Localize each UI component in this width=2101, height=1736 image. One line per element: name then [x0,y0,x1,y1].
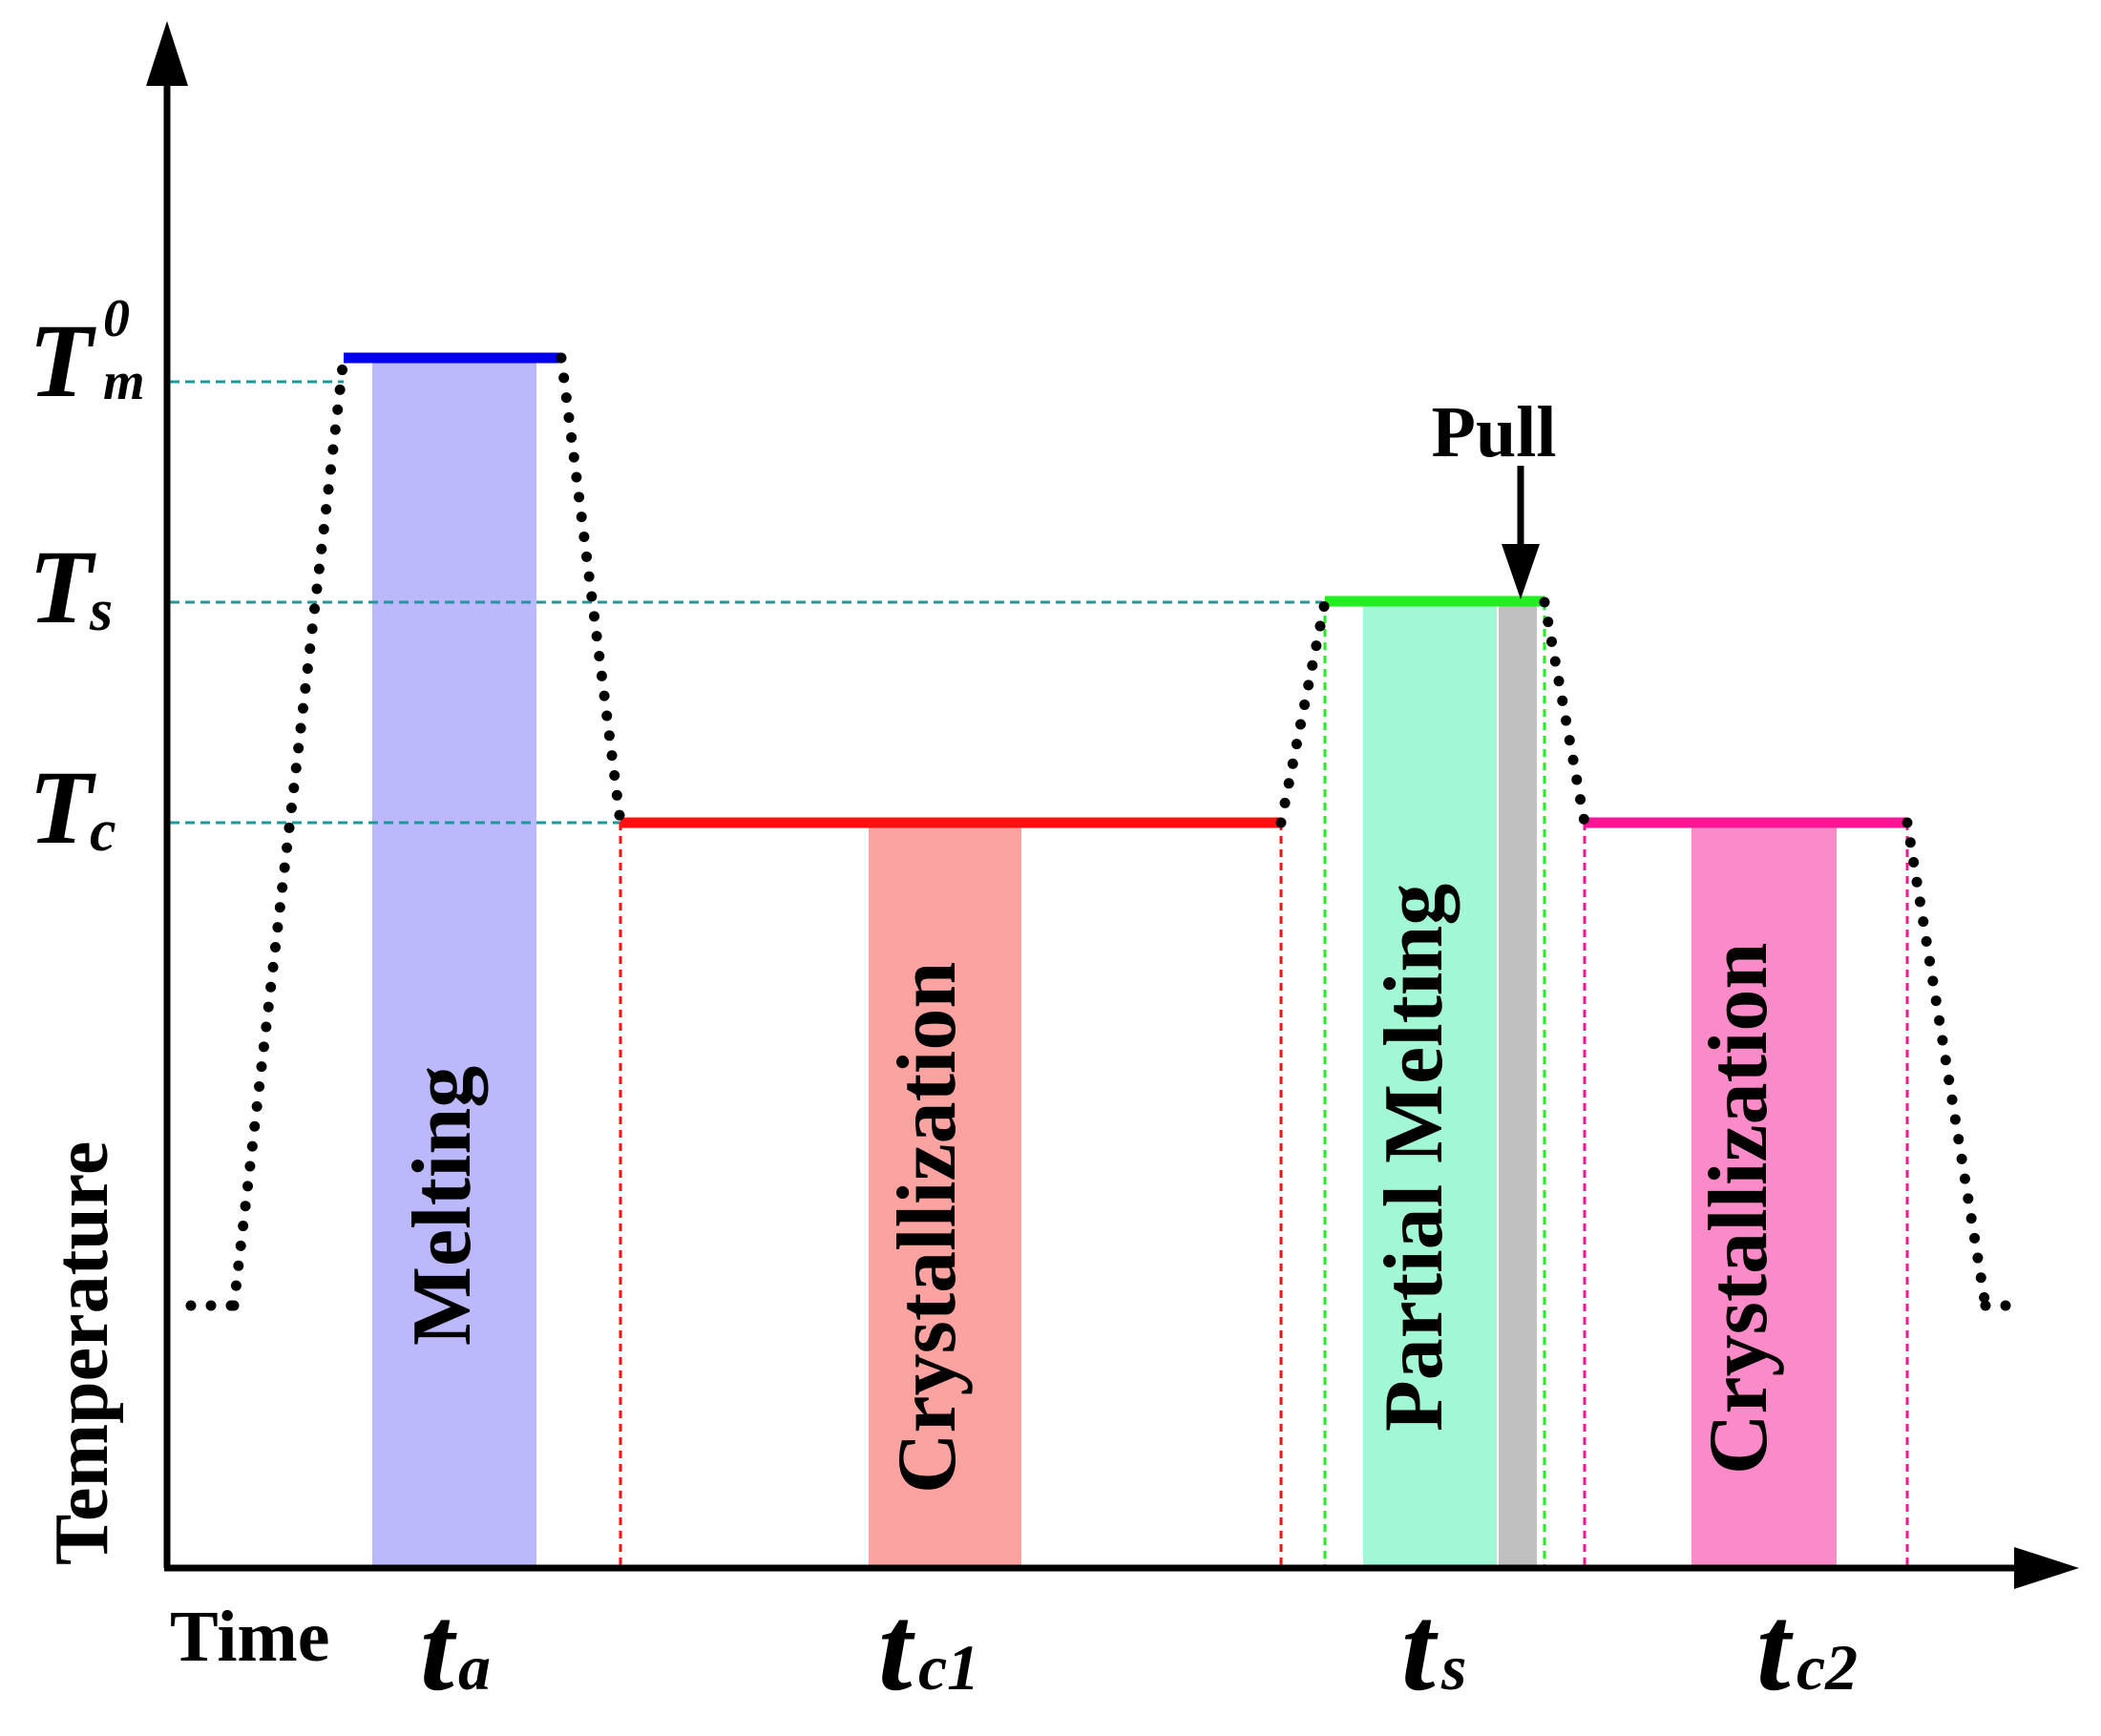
ts-label: T s [29,529,113,645]
ta-label-sub: a [458,1631,491,1704]
ts-label-main: T [29,529,96,645]
tm-label-main: T [29,303,96,419]
tm-label: T 0 m [29,289,145,419]
tc1-label-main: t [878,1580,915,1716]
pull-band [1499,601,1537,1565]
y-axis-arrowhead [146,21,188,86]
tc-label-sub: c [90,799,116,864]
tc2-label-sub: c2 [1796,1631,1858,1704]
tm-label-sub: m [103,352,145,411]
ts-time-label: t s [1401,1580,1466,1716]
ta-label-main: t [420,1580,457,1716]
tc1-label: t c1 [878,1580,979,1716]
tc1-label-sub: c1 [918,1631,979,1704]
tc2-label-main: t [1756,1580,1794,1716]
x-axis-label: Time [170,1597,329,1677]
melting-stage-label: Melting [396,1066,489,1346]
partial-melting-stage-label: Partial Melting [1368,884,1460,1432]
crystallization-2-stage-label: Crystallization [1692,943,1785,1475]
crystallization-1-stage-label: Crystallization [881,962,974,1494]
ts-time-label-main: t [1401,1580,1439,1716]
crystallization-1-band [869,823,1021,1565]
pull-label: Pull [1432,392,1557,472]
ts-label-sub: s [89,578,113,643]
y-axis-label: Temperature [40,1141,124,1565]
cooling-ramp-1 [556,352,626,828]
tc-label-main: T [29,749,96,866]
tc-label: T c [29,749,116,866]
tc2-label: t c2 [1756,1580,1858,1716]
temperature-ramps [185,352,2029,1311]
pull-arrow-head [1502,544,1540,599]
melting-band [372,358,536,1565]
ts-time-label-sub: s [1440,1631,1466,1704]
cooling-ramp-2 [1539,596,1590,828]
cooling-ramp-3 [1901,817,1991,1311]
tm-label-sup: 0 [103,289,130,348]
partial-melting-band [1363,601,1497,1565]
ta-label: t a [420,1580,491,1716]
crystallization-2-band [1691,823,1837,1565]
heating-ramp-2 [1275,596,1331,828]
heating-ramp-1 [228,352,349,1311]
x-axis-arrowhead [2014,1547,2079,1589]
